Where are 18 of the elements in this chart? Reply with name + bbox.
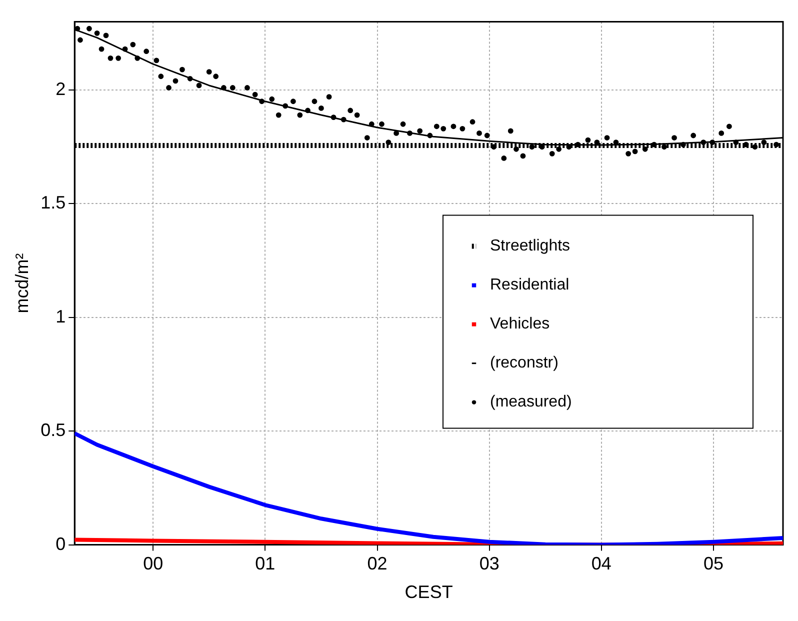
- legend-label: Streetlights: [490, 238, 570, 255]
- x-tick-label: 00: [143, 554, 164, 574]
- y-tick-label: 1: [56, 306, 66, 326]
- x-axis-title: CEST: [404, 582, 453, 602]
- x-tick-label: 01: [255, 554, 276, 574]
- legend-label: (measured): [490, 394, 572, 411]
- y-tick-label: 0.5: [40, 420, 66, 440]
- x-tick-label: 02: [367, 554, 388, 574]
- y-tick-label: 0: [56, 534, 66, 554]
- legend-label: (reconstr): [490, 354, 558, 372]
- x-tick-label: 03: [479, 554, 500, 574]
- y-tick-label: 1.5: [40, 192, 66, 213]
- y-axis-title: mcd/m²: [12, 253, 32, 314]
- legend-label: Vehicles: [490, 316, 550, 333]
- y-tick-label: 2: [56, 78, 66, 99]
- x-tick-label: 05: [703, 554, 724, 574]
- legend-label: Residential: [490, 276, 570, 294]
- x-tick-label: 04: [591, 554, 612, 574]
